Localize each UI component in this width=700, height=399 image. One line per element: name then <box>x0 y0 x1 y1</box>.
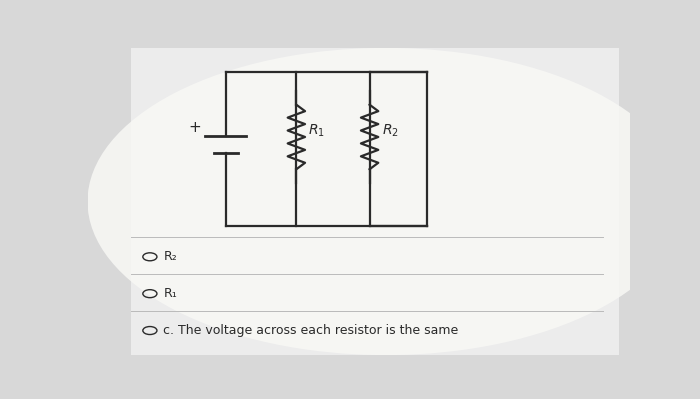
Text: R₁: R₁ <box>163 287 177 300</box>
Text: $R_2$: $R_2$ <box>382 122 398 139</box>
Ellipse shape <box>88 48 685 355</box>
Text: c. The voltage across each resistor is the same: c. The voltage across each resistor is t… <box>163 324 459 337</box>
FancyBboxPatch shape <box>131 48 619 355</box>
Text: R₂: R₂ <box>163 250 177 263</box>
Text: $R_1$: $R_1$ <box>308 122 326 139</box>
Text: +: + <box>188 120 201 135</box>
